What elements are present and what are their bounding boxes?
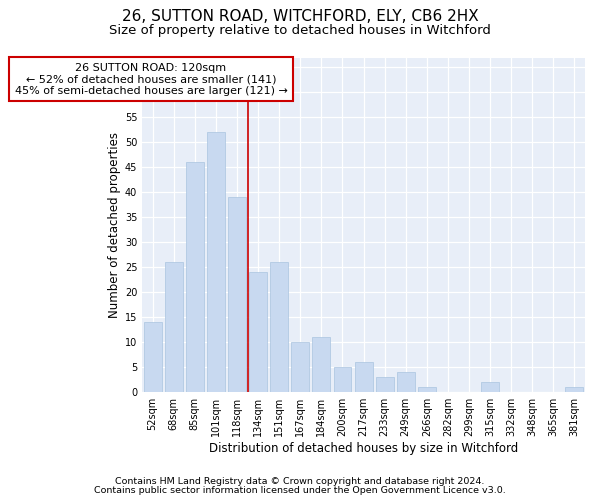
Bar (292, 342, 309, 392)
Bar (313, 338, 331, 392)
Bar (249, 272, 267, 392)
Bar (207, 132, 225, 392)
Bar (186, 162, 204, 392)
Bar (397, 372, 415, 392)
Text: Contains public sector information licensed under the Open Government Licence v3: Contains public sector information licen… (94, 486, 506, 495)
Y-axis label: Number of detached properties: Number of detached properties (107, 132, 121, 318)
Text: Contains HM Land Registry data © Crown copyright and database right 2024.: Contains HM Land Registry data © Crown c… (115, 477, 485, 486)
Bar (334, 367, 352, 392)
Bar (565, 387, 583, 392)
Bar (165, 262, 183, 392)
Text: 26, SUTTON ROAD, WITCHFORD, ELY, CB6 2HX: 26, SUTTON ROAD, WITCHFORD, ELY, CB6 2HX (122, 9, 478, 24)
Bar (481, 382, 499, 392)
Bar (144, 322, 161, 392)
Bar (228, 198, 246, 392)
Bar (376, 377, 394, 392)
Bar (270, 262, 288, 392)
Text: Size of property relative to detached houses in Witchford: Size of property relative to detached ho… (109, 24, 491, 37)
Text: 26 SUTTON ROAD: 120sqm
← 52% of detached houses are smaller (141)
45% of semi-de: 26 SUTTON ROAD: 120sqm ← 52% of detached… (14, 62, 287, 96)
Bar (355, 362, 373, 392)
X-axis label: Distribution of detached houses by size in Witchford: Distribution of detached houses by size … (209, 442, 518, 455)
Bar (418, 387, 436, 392)
